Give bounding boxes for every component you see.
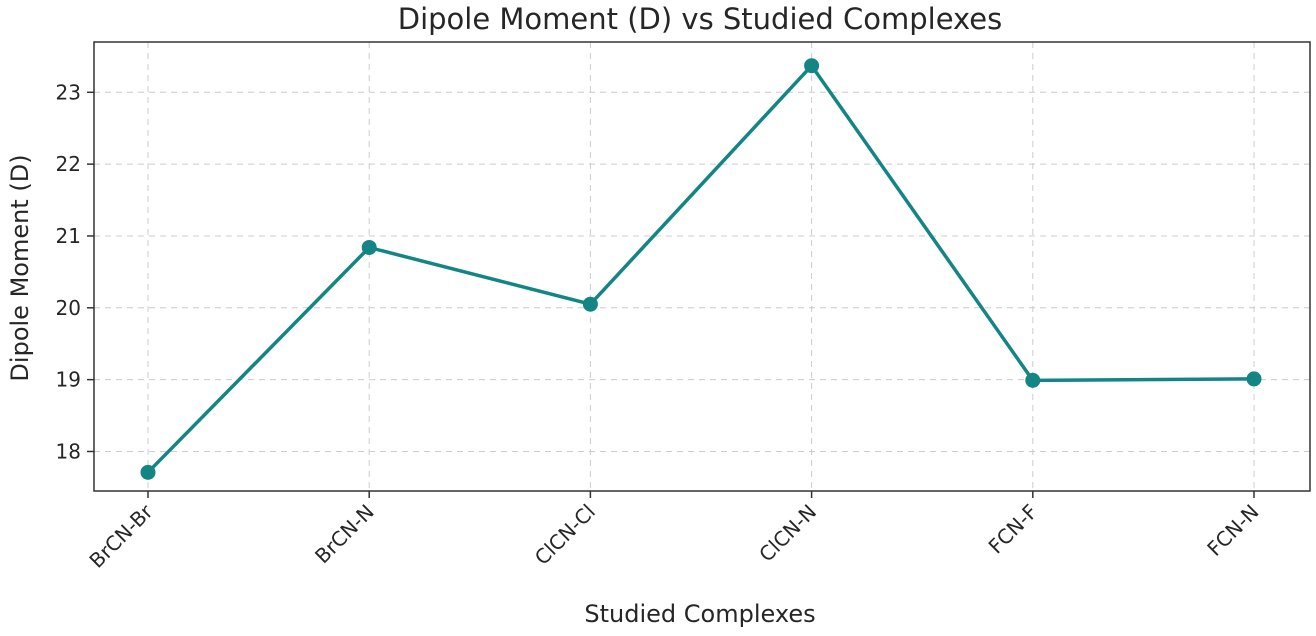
- y-tick-label: 21: [56, 224, 81, 248]
- y-tick-label: 23: [56, 80, 81, 104]
- data-point: [361, 239, 377, 255]
- data-point: [1025, 372, 1041, 388]
- y-tick-label: 19: [56, 368, 81, 392]
- data-point: [804, 58, 820, 74]
- y-tick-label: 22: [56, 152, 81, 176]
- y-axis-label: Dipole Moment (D): [6, 154, 34, 381]
- y-tick-label: 18: [56, 439, 81, 463]
- data-point: [1246, 371, 1262, 387]
- data-point: [582, 296, 598, 312]
- data-points: [140, 58, 1262, 480]
- x-axis-label: Studied Complexes: [584, 600, 815, 628]
- grid: [94, 42, 1310, 491]
- y-tick-label: 20: [56, 296, 81, 320]
- chart-title: Dipole Moment (D) vs Studied Complexes: [398, 2, 1003, 36]
- plot-frame: [93, 41, 1311, 492]
- series-line: [146, 63, 1255, 474]
- data-point: [140, 464, 156, 480]
